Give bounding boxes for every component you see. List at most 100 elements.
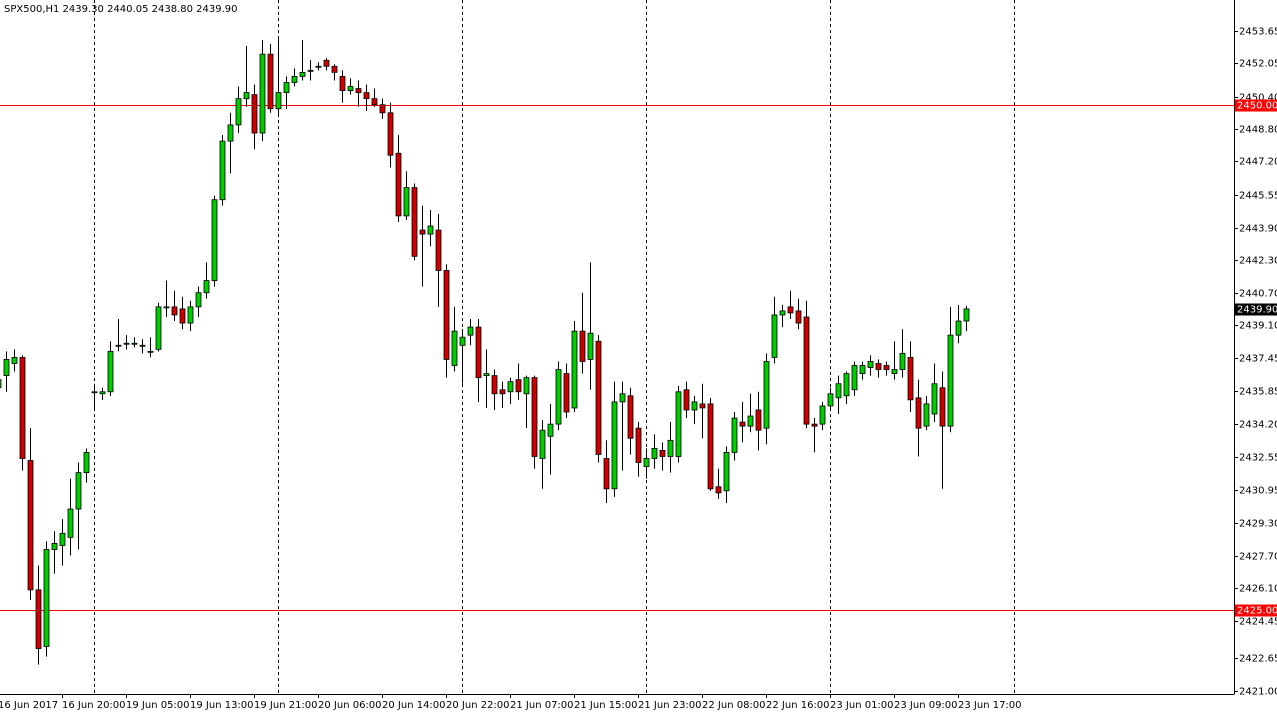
level-label: 2450.00 — [1237, 101, 1277, 112]
candle-body — [339, 76, 346, 91]
candle-body — [259, 53, 266, 134]
y-tick-label: 2430.95 — [1239, 486, 1277, 497]
candle-body — [419, 229, 426, 235]
candle-body — [459, 336, 466, 346]
last-price-tag — [1235, 303, 1277, 316]
candle-body — [179, 308, 186, 324]
level-tag — [1235, 99, 1277, 112]
candle-body — [515, 379, 522, 393]
candle-body — [955, 320, 962, 336]
y-tick-label: 2440.70 — [1239, 289, 1277, 300]
candle-body — [731, 417, 738, 453]
candle-body — [107, 350, 114, 393]
candle-body — [67, 508, 74, 538]
candle-body — [891, 369, 898, 374]
candle-body — [251, 94, 258, 134]
candle-body — [99, 391, 106, 395]
candle-body — [755, 409, 762, 431]
candle-body — [243, 92, 250, 100]
candle-body — [867, 361, 874, 368]
candle-body — [235, 98, 242, 126]
candle-body — [931, 383, 938, 415]
y-tick-label: 2453.65 — [1239, 27, 1277, 38]
candle-body — [123, 342, 130, 345]
candle-body — [75, 472, 82, 510]
candle-body — [11, 357, 18, 364]
y-tick-label: 2452.05 — [1239, 59, 1277, 70]
candle-body — [379, 104, 386, 114]
candle-body — [315, 65, 322, 68]
candle-body — [115, 344, 122, 347]
candle-body — [475, 326, 482, 379]
candle-body — [923, 403, 930, 427]
x-tick-label: 22 Jun 08:00 — [702, 700, 766, 711]
candle-body — [347, 86, 354, 91]
candle-body — [131, 342, 138, 345]
candle-body — [851, 365, 858, 391]
x-tick-label: 22 Jun 16:00 — [766, 700, 830, 711]
candle-body — [883, 365, 890, 370]
y-tick-label: 2434.20 — [1239, 420, 1277, 431]
candle-body — [779, 310, 786, 316]
y-tick-label: 2443.90 — [1239, 224, 1277, 235]
candle-body — [691, 401, 698, 411]
y-tick-label: 2450.40 — [1239, 93, 1277, 104]
candle-body — [563, 373, 570, 413]
candle-body — [579, 330, 586, 362]
candle-body — [859, 365, 866, 374]
candle-body — [651, 447, 658, 459]
candle-body — [835, 383, 842, 399]
x-tick-label: 20 Jun 14:00 — [382, 700, 446, 711]
candle-body — [643, 458, 650, 467]
candle-body — [355, 88, 362, 93]
last-price-label: 2439.90 — [1237, 305, 1277, 316]
x-tick-label: 16 Jun 20:00 — [62, 700, 126, 711]
candle-body — [427, 225, 434, 235]
candle-body — [331, 65, 338, 73]
candle-body — [899, 352, 906, 370]
y-tick-label: 2424.45 — [1239, 617, 1277, 628]
candle-body — [51, 542, 58, 550]
candle-body — [795, 310, 802, 324]
candle-body — [139, 344, 146, 347]
candle-body — [715, 486, 722, 494]
x-tick-label: 21 Jun 07:00 — [510, 700, 574, 711]
candle-body — [827, 393, 834, 407]
candle-body — [371, 98, 378, 106]
candle-body — [0, 379, 2, 389]
y-tick-label: 2445.55 — [1239, 191, 1277, 202]
candle-body — [907, 357, 914, 401]
candle-body — [155, 306, 162, 350]
candle-body — [91, 391, 98, 394]
candle-body — [27, 460, 34, 591]
x-tick-label: 19 Jun 13:00 — [190, 700, 254, 711]
candle-body — [3, 359, 10, 377]
candle-body — [387, 112, 394, 156]
candle-body — [963, 308, 970, 322]
candle-body — [451, 330, 458, 366]
x-tick-label: 19 Jun 21:00 — [254, 700, 318, 711]
candle-body — [467, 326, 474, 336]
candle-body — [267, 53, 274, 110]
x-tick-label: 20 Jun 06:00 — [318, 700, 382, 711]
candle-body — [59, 532, 66, 546]
candle-body — [803, 316, 810, 425]
candle-body — [787, 306, 794, 314]
candle-body — [291, 76, 298, 83]
x-tick-label: 21 Jun 23:00 — [638, 700, 702, 711]
candle-body — [723, 452, 730, 492]
candle-body — [35, 589, 42, 649]
candle-body — [203, 280, 210, 294]
candle-body — [603, 458, 610, 490]
y-tick-label: 2426.10 — [1239, 584, 1277, 595]
candle-body — [611, 401, 618, 490]
candle-body — [819, 405, 826, 425]
candle-body — [555, 369, 562, 425]
x-tick-label: 23 Jun 09:00 — [894, 700, 958, 711]
candles — [0, 35, 970, 665]
candle-body — [283, 82, 290, 93]
y-tick-label: 2437.45 — [1239, 354, 1277, 365]
y-tick-label: 2429.30 — [1239, 519, 1277, 530]
